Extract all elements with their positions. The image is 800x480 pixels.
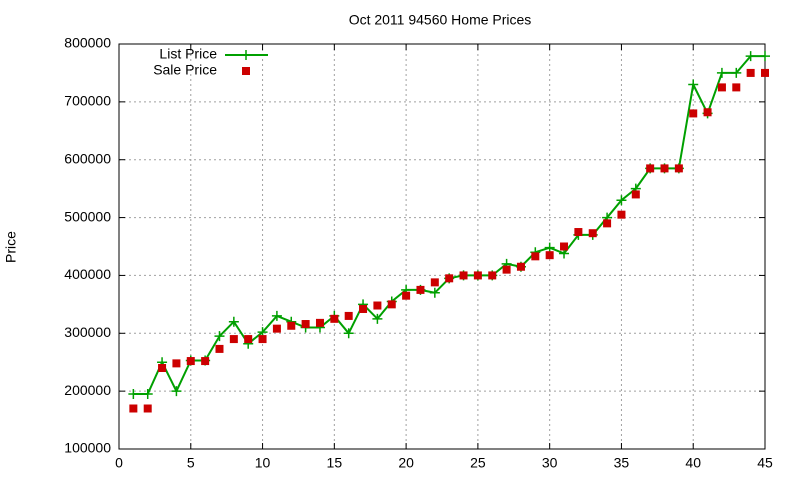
x-tick-label: 25 xyxy=(470,455,486,471)
point-marker xyxy=(201,357,210,366)
point-marker xyxy=(674,164,683,173)
point-marker xyxy=(732,83,741,92)
chart-title: Oct 2011 94560 Home Prices xyxy=(349,12,532,28)
point-marker xyxy=(660,164,669,173)
plot-frame xyxy=(118,43,766,450)
point-marker xyxy=(603,219,612,228)
point-marker xyxy=(128,389,139,400)
point-marker xyxy=(142,389,153,400)
point-marker xyxy=(745,51,756,62)
point-marker xyxy=(516,262,525,271)
point-marker xyxy=(343,328,354,339)
point-marker xyxy=(372,313,383,324)
y-tick-label: 700000 xyxy=(64,93,111,109)
x-tick-label: 20 xyxy=(398,455,414,471)
point-marker xyxy=(716,67,727,78)
y-tick-label: 100000 xyxy=(64,440,111,456)
point-marker xyxy=(689,109,698,118)
y-tick-label: 800000 xyxy=(64,35,111,51)
x-tick-label: 15 xyxy=(327,455,343,471)
y-tick-label: 600000 xyxy=(64,150,111,166)
point-marker xyxy=(646,164,655,173)
series-line xyxy=(133,55,765,396)
point-marker xyxy=(301,320,310,329)
point-marker xyxy=(143,404,152,413)
point-marker xyxy=(731,67,742,78)
point-marker xyxy=(574,228,583,237)
point-marker xyxy=(544,242,555,253)
point-marker xyxy=(228,316,239,327)
point-marker xyxy=(717,83,726,92)
y-tick-label: 500000 xyxy=(64,208,111,224)
point-marker xyxy=(617,210,626,219)
point-marker xyxy=(560,242,569,251)
x-tick-label: 5 xyxy=(187,455,195,471)
point-marker xyxy=(158,364,167,372)
point-marker xyxy=(429,287,440,298)
point-marker xyxy=(703,108,712,117)
point-marker xyxy=(359,304,368,313)
point-marker xyxy=(315,318,324,327)
point-marker xyxy=(344,311,353,320)
point-marker xyxy=(244,335,253,344)
point-marker xyxy=(258,335,267,344)
point-marker xyxy=(215,344,224,353)
legend-marker xyxy=(241,50,251,60)
point-marker xyxy=(186,357,195,366)
legend-label: List Price xyxy=(159,46,217,62)
point-marker xyxy=(171,386,182,397)
point-marker xyxy=(588,229,597,238)
point-marker xyxy=(502,265,511,274)
y-tick-label: 300000 xyxy=(64,324,111,340)
legend-label: Sale Price xyxy=(153,62,217,78)
point-marker xyxy=(214,331,225,342)
point-marker xyxy=(402,291,411,300)
point-marker xyxy=(129,404,138,413)
point-marker xyxy=(631,190,640,199)
x-tick-label: 0 xyxy=(115,455,123,471)
y-tick-label: 400000 xyxy=(64,266,111,282)
point-marker xyxy=(746,68,755,77)
point-marker xyxy=(387,300,396,309)
point-marker xyxy=(531,252,540,261)
point-marker xyxy=(488,271,497,280)
point-marker xyxy=(616,195,627,206)
point-marker xyxy=(688,79,699,90)
legend-marker xyxy=(242,67,250,75)
y-axis-label: Price xyxy=(3,231,19,263)
point-marker xyxy=(430,278,439,287)
point-marker xyxy=(445,274,454,283)
point-marker xyxy=(473,271,482,280)
point-marker xyxy=(172,359,181,368)
point-marker xyxy=(459,271,468,280)
x-tick-label: 35 xyxy=(614,455,630,471)
point-marker xyxy=(287,321,296,330)
x-tick-label: 10 xyxy=(255,455,271,471)
point-marker xyxy=(271,310,282,321)
point-marker xyxy=(229,335,238,344)
y-tick-label: 200000 xyxy=(64,382,111,398)
point-marker xyxy=(760,51,770,62)
point-marker xyxy=(330,314,339,323)
point-marker xyxy=(545,251,554,260)
point-marker xyxy=(416,285,425,294)
x-tick-label: 30 xyxy=(542,455,558,471)
point-marker xyxy=(761,68,769,77)
x-tick-label: 40 xyxy=(685,455,701,471)
x-tick-label: 45 xyxy=(757,455,773,471)
point-marker xyxy=(272,324,281,333)
point-marker xyxy=(373,301,382,310)
